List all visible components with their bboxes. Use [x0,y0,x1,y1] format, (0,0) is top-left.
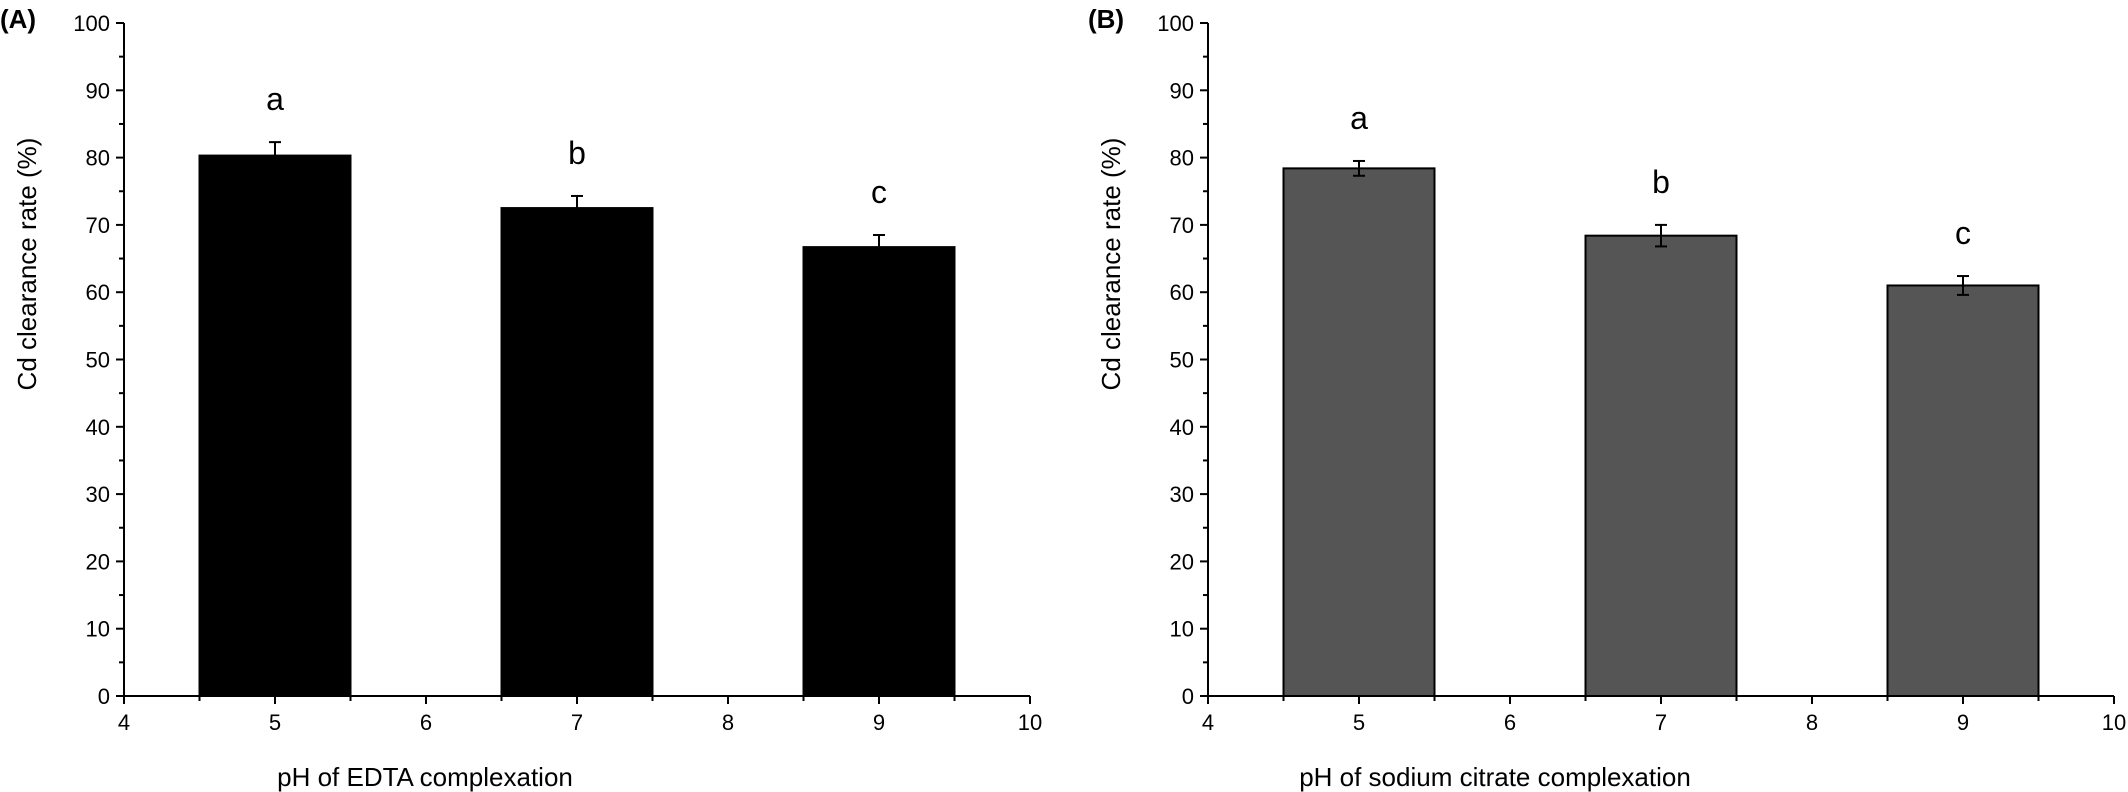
panel-a-significance-letter: b [568,135,586,171]
panel-a-y-tick-label: 40 [86,415,110,440]
panel-a-bar [500,207,654,697]
panel-b-y-tick-label: 60 [1170,280,1194,305]
panel-b-y-tick-label: 90 [1170,78,1194,103]
panel-b-y-axis-title: Cd clearance rate (%) [1096,138,1126,391]
panel-b-significance-letter: c [1955,215,1971,251]
panel-a-y-tick-label: 10 [86,617,110,642]
panel-b-y-tick-label: 70 [1170,213,1194,238]
panel-a-x-tick-label: 10 [1018,710,1042,735]
panel-a-label: (A) [0,4,36,34]
panel-a-x-axis-title: pH of EDTA complexation [277,762,573,792]
panel-b-y-tick-label: 0 [1182,684,1194,709]
panel-a-y-axis-title: Cd clearance rate (%) [12,138,42,391]
panel-a-y-tick-label: 100 [73,11,110,36]
panel-b-bar [1886,284,2040,697]
panel-a-chart: (A) Cd clearance rate (%) pH of EDTA com… [0,4,1042,792]
panel-a-y-tick-label: 80 [86,146,110,171]
panel-b-x-tick-label: 4 [1202,710,1214,735]
panel-b-x-tick-label: 7 [1655,710,1667,735]
panel-b-y-tick-label: 20 [1170,549,1194,574]
panel-b-x-tick-label: 6 [1504,710,1516,735]
panel-b-x-tick-label: 5 [1353,710,1365,735]
panel-a-significance-letter: a [266,81,284,117]
panel-a-significance-letter: c [871,174,887,210]
panel-b-y-tick-label: 50 [1170,348,1194,373]
panel-a-x-tick-label: 6 [420,710,432,735]
panel-b-x-tick-label: 9 [1957,710,1969,735]
panel-a-x-tick-label: 8 [722,710,734,735]
panel-a-y-tick-label: 30 [86,482,110,507]
panel-a-error-bar [269,141,281,171]
panel-b-y-tick-label: 30 [1170,482,1194,507]
panel-b-error-bar [1655,223,1667,248]
panel-a-y-tick-label: 70 [86,213,110,238]
panel-a-error-bar [571,194,583,222]
panel-b-significance-letter: b [1652,164,1670,200]
panel-a-x-tick-label: 5 [269,710,281,735]
panel-a-x-tick-label: 4 [118,710,130,735]
panel-a-bar [802,246,956,697]
panel-b-bar [1282,167,1436,698]
panel-a-bar [198,154,352,697]
panel-b-y-tick-label: 40 [1170,415,1194,440]
panel-b-error-bar [1957,275,1969,296]
panel-a-error-bar [873,233,885,261]
panel-a-y-tick-label: 50 [86,348,110,373]
panel-a-y-tick-label: 20 [86,549,110,574]
panel-a-x-tick-label: 9 [873,710,885,735]
panel-b-y-tick-label: 10 [1170,617,1194,642]
panel-b-bar [1584,234,1738,697]
panel-a-x-tick-label: 7 [571,710,583,735]
panel-a-y-tick-label: 90 [86,78,110,103]
panel-b-x-tick-label: 8 [1806,710,1818,735]
panel-b-x-tick-label: 10 [2102,710,2126,735]
panel-b-error-bar [1353,159,1365,177]
panel-b-x-axis-title: pH of sodium citrate complexation [1299,762,1691,792]
panel-b-y-tick-label: 100 [1157,11,1194,36]
panel-b-y-tick-label: 80 [1170,146,1194,171]
panel-b-significance-letter: a [1350,100,1368,136]
panel-b-label: (B) [1088,4,1124,34]
panel-a-y-tick-label: 0 [98,684,110,709]
panel-b-chart: (B) Cd clearance rate (%) pH of sodium c… [1088,4,2126,792]
panel-a-y-tick-label: 60 [86,280,110,305]
